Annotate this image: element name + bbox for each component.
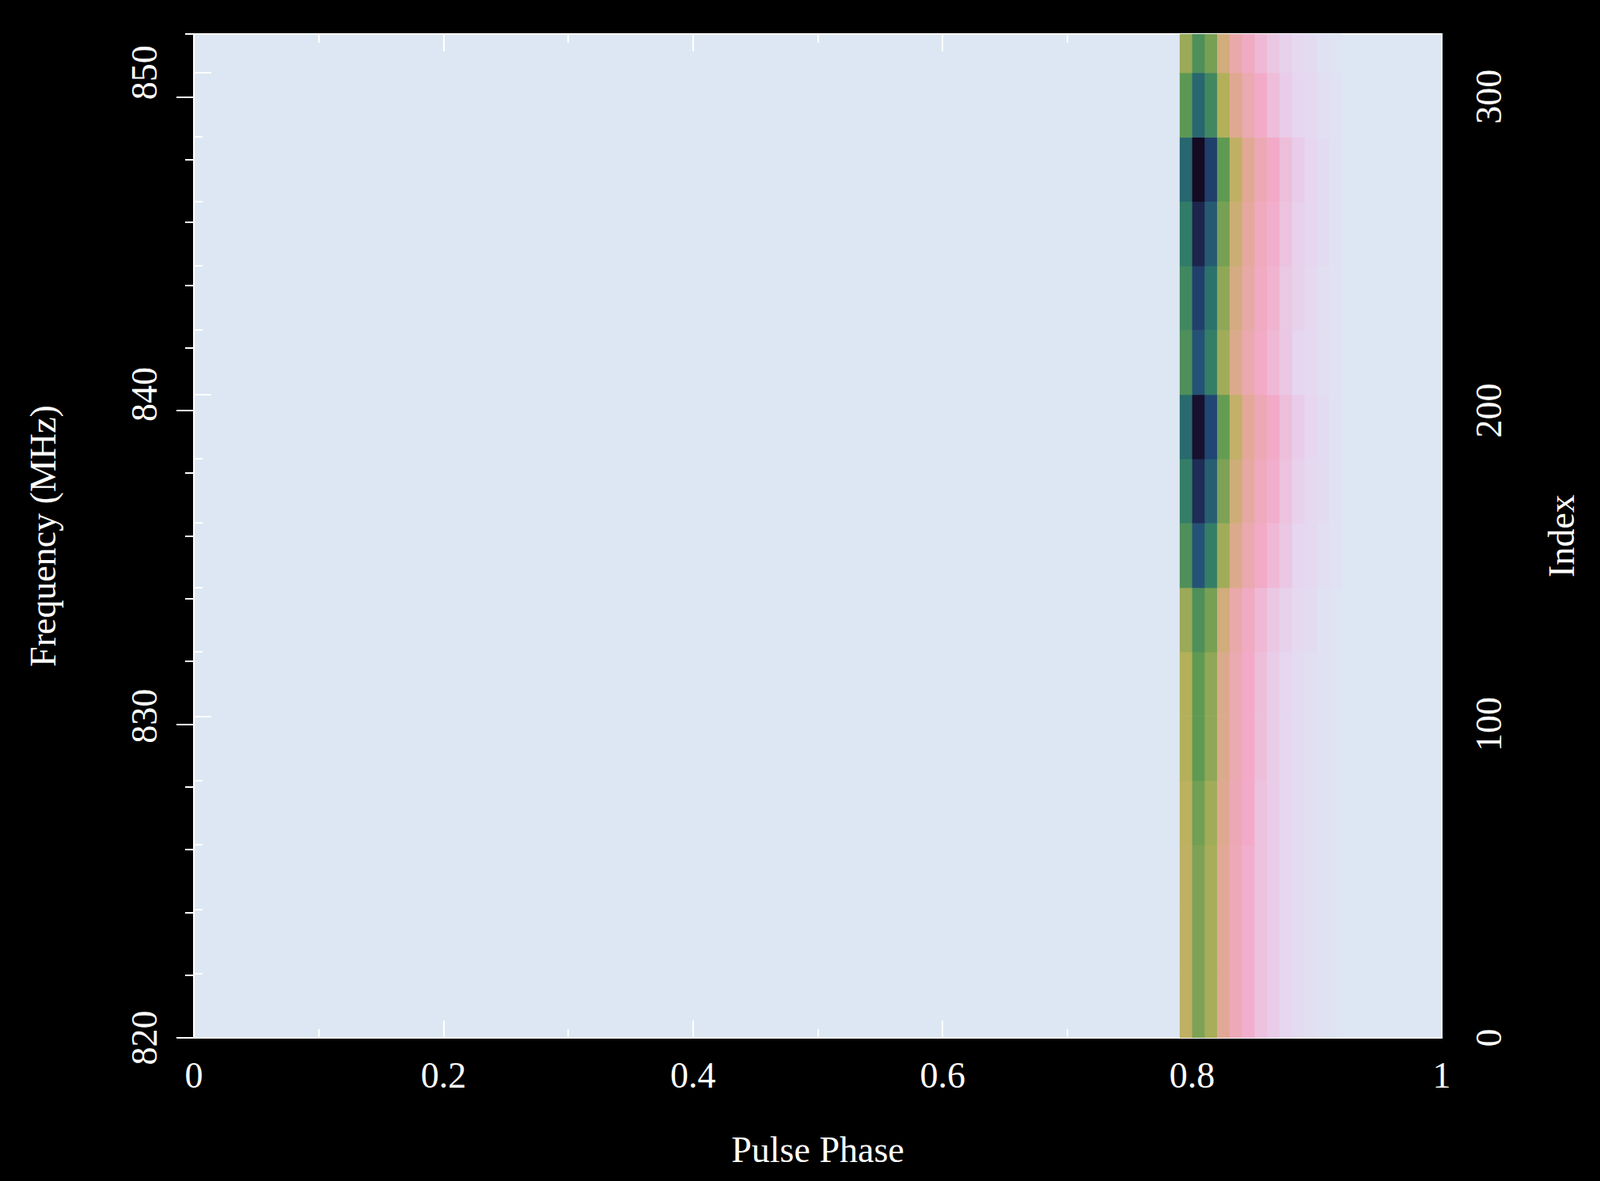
svg-text:0: 0	[1468, 1029, 1510, 1048]
svg-text:0.8: 0.8	[1169, 1055, 1216, 1096]
svg-text:0.2: 0.2	[420, 1055, 467, 1096]
svg-text:830: 830	[124, 689, 165, 744]
svg-text:0.4: 0.4	[670, 1055, 717, 1096]
svg-text:0: 0	[185, 1055, 204, 1096]
svg-text:1: 1	[1433, 1055, 1452, 1096]
svg-text:300: 300	[1468, 69, 1510, 125]
svg-text:840: 840	[124, 367, 165, 422]
svg-text:820: 820	[124, 1011, 165, 1066]
svg-text:Frequency (MHz): Frequency (MHz)	[22, 405, 64, 668]
svg-text:0.6: 0.6	[919, 1055, 966, 1096]
svg-text:850: 850	[124, 45, 165, 100]
svg-text:Index: Index	[1541, 494, 1582, 578]
svg-text:Pulse Phase: Pulse Phase	[731, 1129, 905, 1171]
svg-text:100: 100	[1468, 697, 1510, 752]
svg-text:200: 200	[1468, 382, 1510, 438]
